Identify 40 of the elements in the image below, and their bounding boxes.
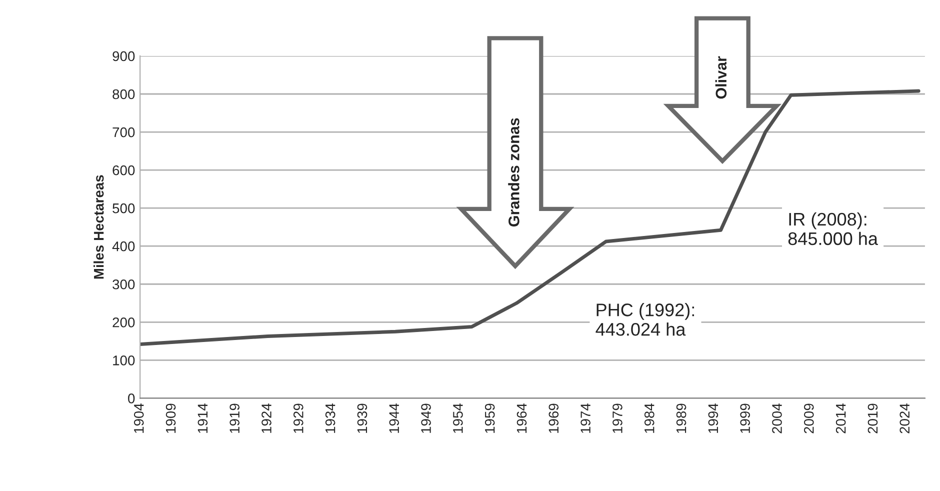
- x-tick-label: 1929: [293, 404, 304, 433]
- y-tick-label: 0: [128, 394, 135, 404]
- x-tick-label: 1924: [262, 403, 272, 433]
- y-tick-label: 300: [112, 279, 135, 290]
- x-tick-label: 1904: [134, 403, 144, 433]
- x-tick-label: 1944: [389, 403, 400, 433]
- x-tick-label: 1914: [198, 403, 208, 433]
- y-tick-label: 900: [112, 51, 135, 62]
- annotation: PHC (1992): 443.024 ha: [596, 303, 694, 336]
- y-tick-label: 400: [112, 241, 135, 252]
- x-tick-label: 1949: [421, 404, 431, 433]
- x-tick-label: 1984: [644, 403, 654, 433]
- x-tick-label: 1919: [230, 404, 240, 433]
- x-tick-label: 1909: [166, 404, 176, 433]
- annotation: IR (2008): 845.000 ha: [788, 212, 878, 246]
- y-tick-label: 200: [112, 317, 135, 328]
- x-tick-label: 1954: [453, 403, 463, 433]
- y-tick-label: 600: [112, 165, 135, 176]
- y-tick-label: 700: [112, 127, 135, 138]
- annotation: Olivar: [715, 56, 727, 99]
- x-tick-label: 1959: [484, 404, 495, 433]
- x-tick-label: 2019: [868, 404, 878, 434]
- y-tick-label: 100: [113, 356, 135, 366]
- x-tick-label: 1939: [357, 404, 368, 433]
- x-tick-label: 2024: [900, 403, 910, 434]
- x-tick-label: 1999: [740, 404, 750, 433]
- x-tick-label: 2014: [836, 403, 846, 434]
- x-tick-label: 1994: [708, 403, 718, 433]
- y-tick-label: 800: [112, 89, 135, 100]
- y-tick-label: 500: [112, 203, 135, 214]
- annotation: Grandes zonas: [508, 118, 520, 226]
- x-tick-label: 2004: [772, 403, 782, 434]
- x-tick-label: 1964: [516, 403, 527, 433]
- x-tick-label: 1979: [612, 404, 622, 433]
- x-tick-label: 1974: [580, 403, 590, 433]
- x-tick-label: 1969: [548, 404, 559, 433]
- y-axis-title: Miles Hectareas: [94, 175, 104, 279]
- x-tick-label: 1934: [325, 403, 336, 433]
- x-tick-label: 1989: [676, 404, 686, 433]
- x-tick-label: 2009: [804, 404, 814, 434]
